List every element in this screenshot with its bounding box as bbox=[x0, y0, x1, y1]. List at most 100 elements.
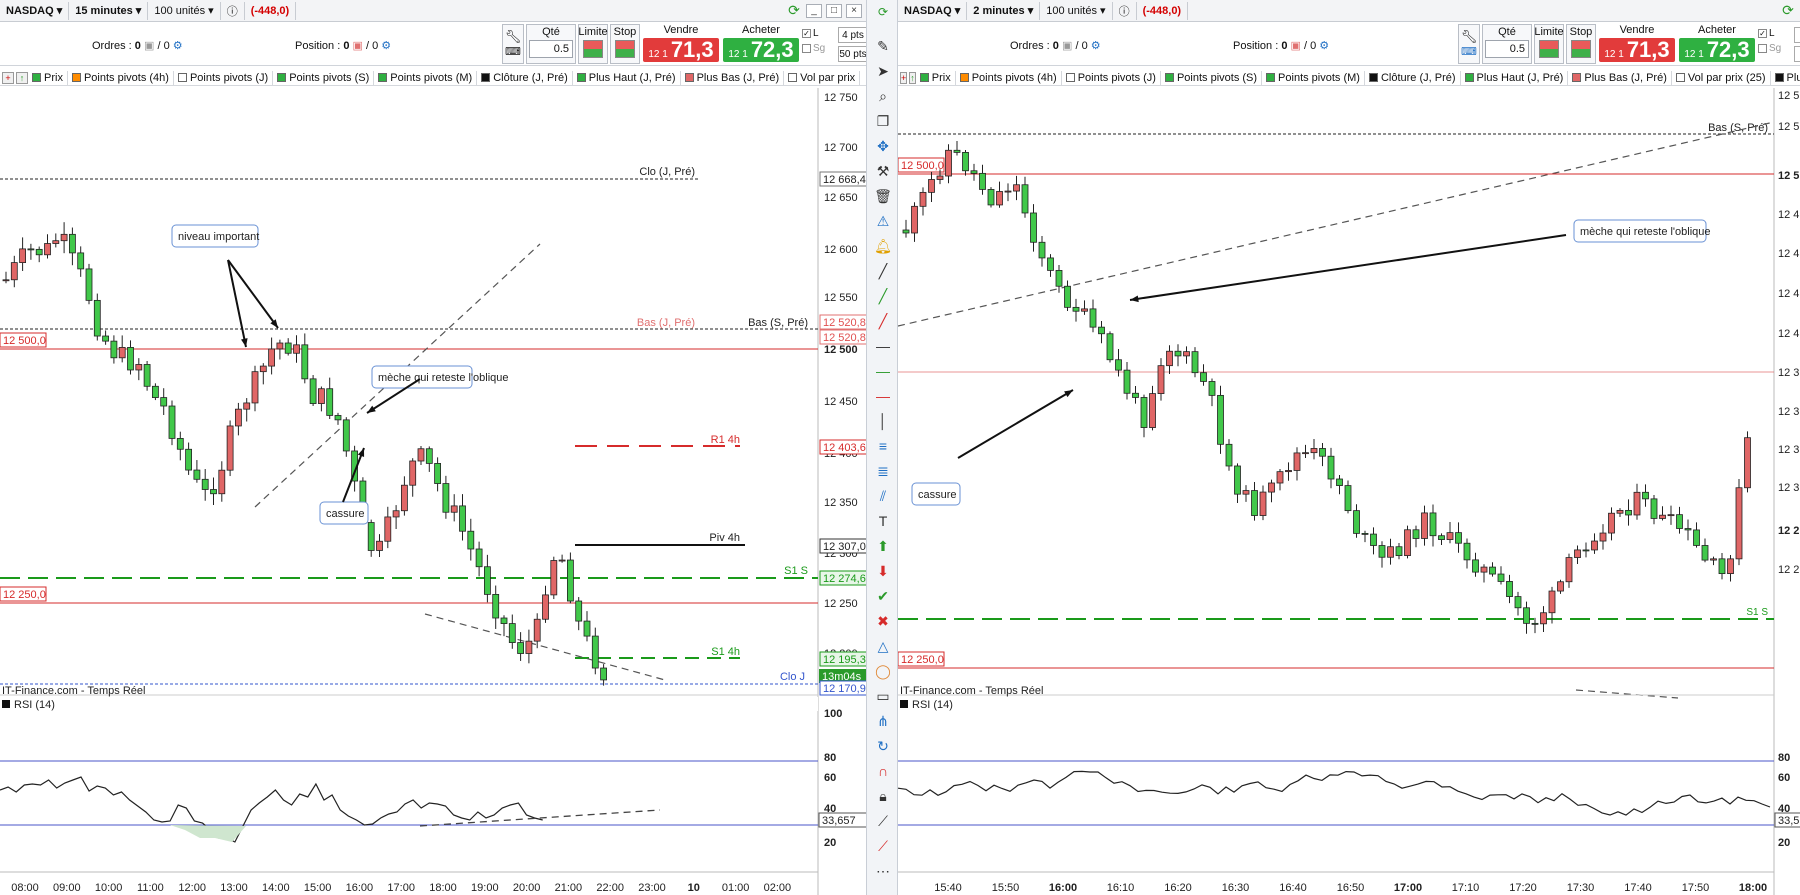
candle[interactable] bbox=[1353, 510, 1360, 534]
fib-extension-icon[interactable]: ≣ bbox=[877, 462, 889, 479]
limit-box[interactable]: Limite bbox=[1534, 24, 1564, 64]
candle[interactable] bbox=[996, 191, 1003, 206]
candle[interactable] bbox=[1693, 529, 1700, 546]
candle[interactable] bbox=[1157, 365, 1165, 394]
vertical-line-icon[interactable]: │ bbox=[878, 413, 888, 429]
indicator-item[interactable]: Plus Haut (J, Pré) bbox=[573, 70, 681, 85]
candle[interactable] bbox=[1106, 333, 1114, 361]
candle[interactable] bbox=[176, 438, 184, 450]
candle[interactable] bbox=[475, 548, 483, 568]
annotation-arrow[interactable] bbox=[342, 447, 365, 503]
candle[interactable] bbox=[987, 189, 995, 206]
more-icon[interactable]: ⋯ bbox=[876, 862, 890, 879]
candle[interactable] bbox=[1361, 533, 1369, 535]
chart-pane-left[interactable]: NASDAQ ▾ 15 minutes ▾ 100 unités ▾ ⓘ (-4… bbox=[0, 0, 866, 895]
candle[interactable] bbox=[1166, 350, 1173, 367]
candle[interactable] bbox=[309, 378, 317, 404]
candle[interactable] bbox=[1659, 514, 1666, 519]
candle[interactable] bbox=[1132, 392, 1139, 398]
candle[interactable] bbox=[1701, 545, 1709, 561]
hammer-icon[interactable]: ⚒ bbox=[876, 162, 890, 179]
candle[interactable] bbox=[1710, 558, 1717, 561]
indicator-item[interactable]: Prix bbox=[28, 70, 68, 85]
red-line-icon[interactable]: ╱ bbox=[878, 312, 888, 329]
candle[interactable] bbox=[376, 540, 383, 551]
candle[interactable] bbox=[1064, 285, 1071, 308]
candle[interactable] bbox=[1727, 558, 1734, 575]
candle[interactable] bbox=[517, 642, 524, 654]
indicator-settings-button[interactable]: ↑ bbox=[16, 71, 28, 84]
candle[interactable] bbox=[1378, 545, 1386, 558]
candle[interactable] bbox=[110, 340, 118, 359]
candle[interactable] bbox=[118, 347, 126, 359]
candle[interactable] bbox=[1395, 546, 1403, 556]
candle[interactable] bbox=[1455, 532, 1462, 544]
candle[interactable] bbox=[193, 469, 201, 480]
ticket-button[interactable]: 🔧︎ ⌨ bbox=[1458, 24, 1480, 64]
sell-button[interactable]: 12 1 71,3 bbox=[1599, 38, 1675, 62]
candle[interactable] bbox=[1098, 326, 1105, 335]
buy-button[interactable]: 12 1 72,3 bbox=[1679, 38, 1755, 62]
candle[interactable] bbox=[1200, 372, 1207, 382]
candle[interactable] bbox=[1540, 612, 1547, 625]
indicator-item[interactable]: Points pivots (4h) bbox=[68, 70, 174, 85]
candle[interactable] bbox=[1183, 351, 1190, 357]
candle[interactable] bbox=[1285, 470, 1292, 473]
candle[interactable] bbox=[1055, 270, 1063, 287]
points-input-2[interactable]: 50 pts bbox=[838, 46, 866, 62]
candle[interactable] bbox=[1268, 482, 1275, 493]
candle[interactable] bbox=[1548, 590, 1556, 614]
candle[interactable] bbox=[1004, 190, 1012, 193]
candle[interactable] bbox=[533, 618, 541, 642]
candle[interactable] bbox=[434, 463, 442, 484]
candle[interactable] bbox=[1446, 532, 1454, 540]
green-line-icon[interactable]: ╱ bbox=[878, 287, 888, 304]
candle[interactable] bbox=[945, 149, 952, 177]
candle[interactable] bbox=[911, 205, 918, 234]
candle[interactable] bbox=[467, 530, 475, 550]
annotation-meche-right-box[interactable] bbox=[1573, 219, 1707, 243]
candle[interactable] bbox=[69, 233, 76, 254]
candle[interactable] bbox=[243, 402, 251, 410]
indicator-item[interactable]: Points pivots (M) bbox=[1262, 70, 1365, 85]
candle[interactable] bbox=[1319, 448, 1326, 457]
pencil-icon[interactable]: ✎ bbox=[877, 37, 889, 54]
candle[interactable] bbox=[902, 229, 910, 234]
points-input-2[interactable]: 50 bbox=[1794, 46, 1800, 62]
cancel-icon[interactable]: ▣ bbox=[1061, 40, 1073, 52]
indicator-item[interactable]: Vol par prix (25) bbox=[1672, 70, 1771, 85]
indicator-item[interactable]: Plus bbox=[1771, 71, 1800, 85]
candle[interactable] bbox=[1404, 529, 1411, 556]
minimize-button[interactable]: _ bbox=[806, 3, 822, 18]
red-horizontal-icon[interactable]: — bbox=[876, 388, 890, 404]
candle[interactable] bbox=[1676, 514, 1683, 529]
candle[interactable] bbox=[384, 516, 392, 542]
annotation-cassure-right-box[interactable] bbox=[911, 482, 961, 506]
candle[interactable] bbox=[1302, 452, 1309, 455]
move-icon[interactable]: ✥ bbox=[877, 137, 889, 154]
symbol-selector[interactable]: NASDAQ ▾ bbox=[898, 1, 968, 20]
annotation-arrow[interactable] bbox=[957, 389, 1074, 459]
line-icon[interactable]: ╱ bbox=[878, 262, 888, 279]
horizontal-line-icon[interactable]: — bbox=[876, 338, 890, 354]
candle[interactable] bbox=[1472, 559, 1479, 573]
candle[interactable] bbox=[10, 262, 18, 281]
candle[interactable] bbox=[1718, 558, 1726, 575]
add-indicator-button[interactable]: + bbox=[2, 71, 14, 84]
candle[interactable] bbox=[1081, 308, 1088, 312]
l-checkbox[interactable]: ✓ L bbox=[802, 28, 836, 39]
indicator-item[interactable]: Plus Bas (J, Pré) bbox=[681, 70, 785, 85]
limit-order-icon[interactable] bbox=[1539, 40, 1559, 58]
trendline-descending[interactable] bbox=[1575, 689, 1679, 699]
candle[interactable] bbox=[1030, 212, 1037, 243]
candle[interactable] bbox=[1574, 549, 1581, 558]
candle[interactable] bbox=[293, 344, 300, 354]
candle[interactable] bbox=[1021, 184, 1029, 214]
sync-icon[interactable]: ⟳ bbox=[877, 5, 889, 19]
candle[interactable] bbox=[1191, 351, 1199, 374]
candle[interactable] bbox=[525, 640, 533, 654]
candle[interactable] bbox=[962, 152, 969, 172]
candle[interactable] bbox=[1557, 581, 1564, 592]
candle[interactable] bbox=[1115, 359, 1122, 371]
cursor-icon[interactable]: ➤ bbox=[877, 62, 889, 79]
